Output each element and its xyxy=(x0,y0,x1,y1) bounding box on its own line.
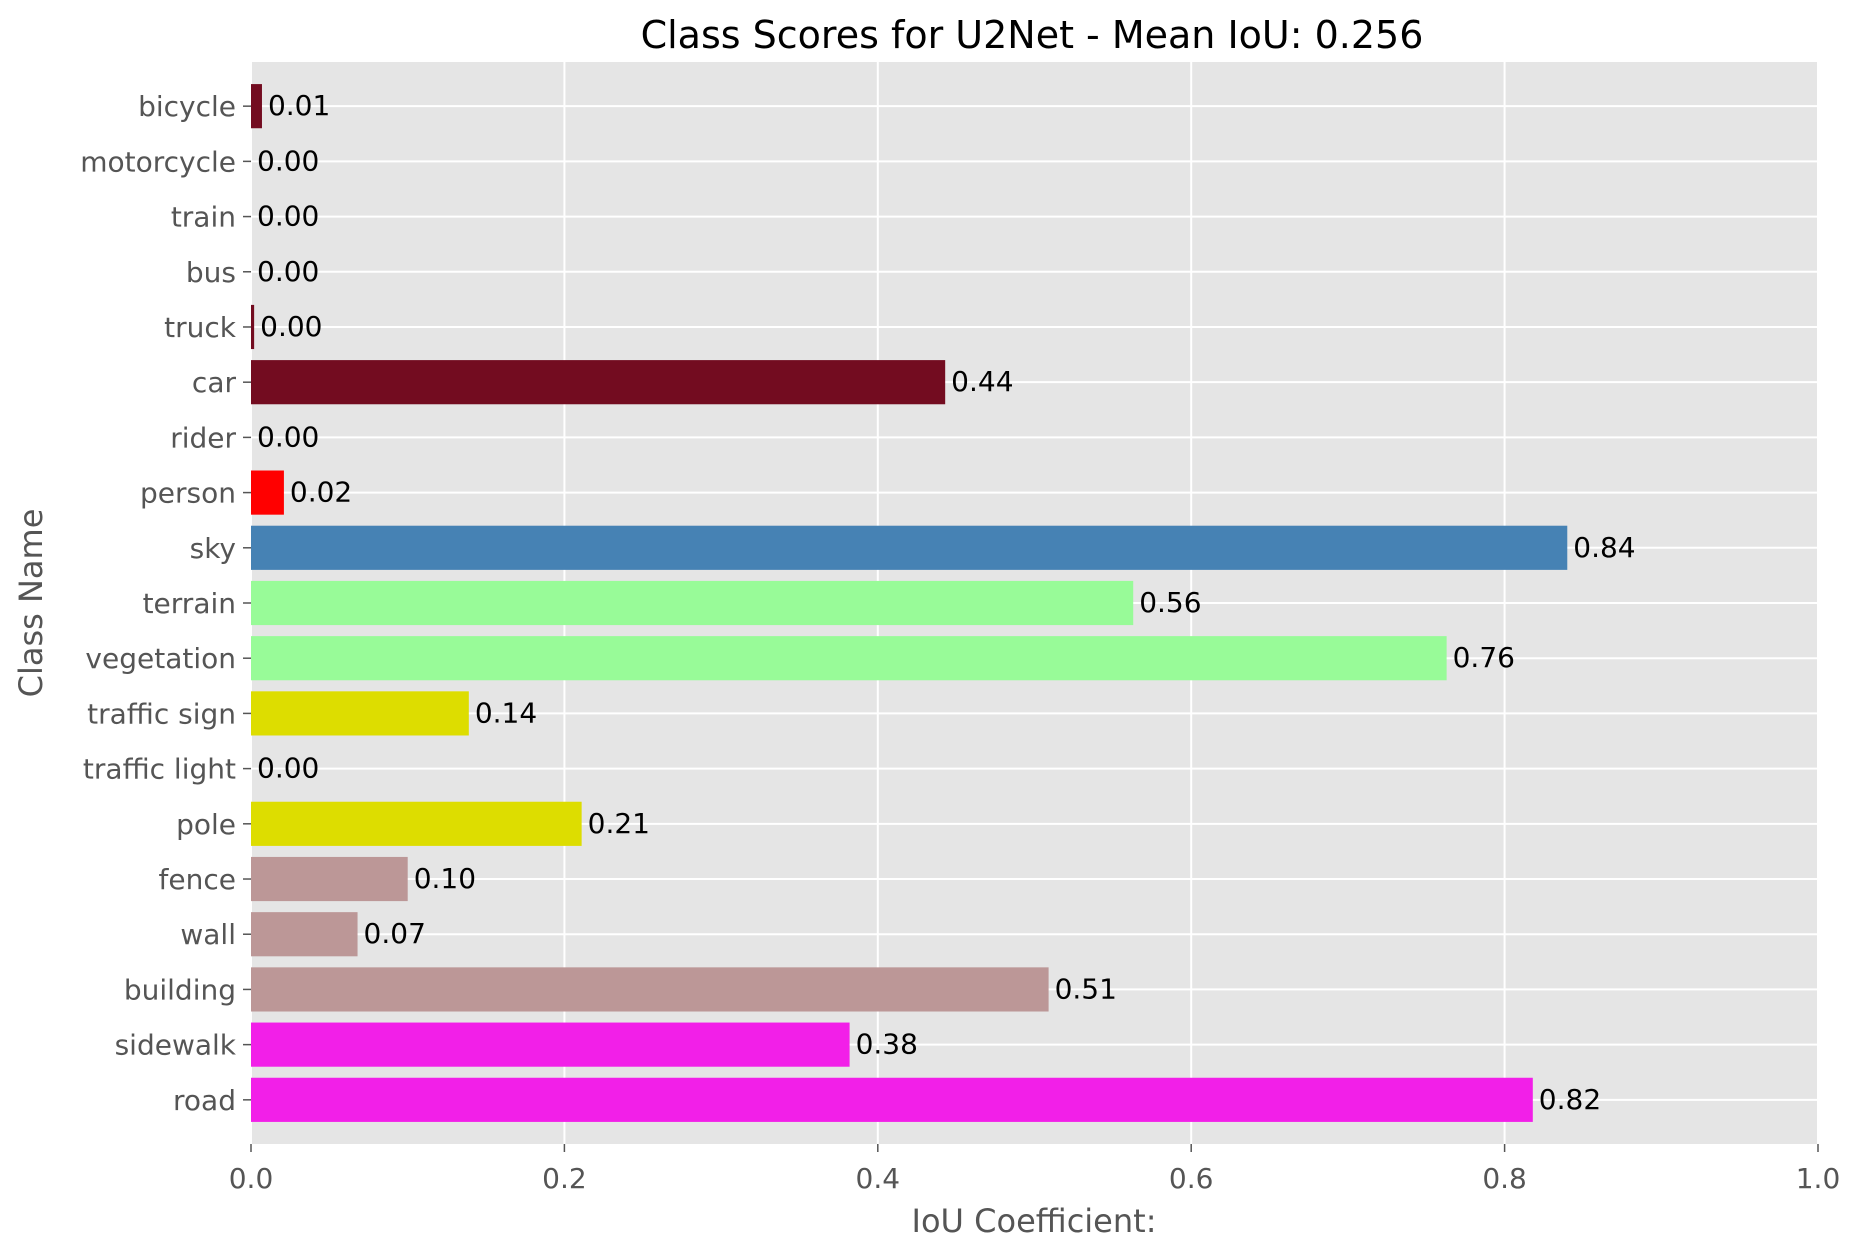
bar-value-label: 0.00 xyxy=(260,310,322,343)
bar-value-label: 0.00 xyxy=(257,200,319,233)
y-tick-label: person xyxy=(140,477,236,510)
bar-sky xyxy=(251,525,1568,570)
bar-value-label: 0.21 xyxy=(588,807,650,840)
bar-car xyxy=(251,360,946,405)
y-tick-label: bus xyxy=(186,256,236,289)
bar-traffic-sign xyxy=(251,691,469,736)
x-tick-label: 1.0 xyxy=(1796,1162,1841,1195)
y-tick-label: sky xyxy=(190,532,236,565)
y-tick-label: traffic light xyxy=(83,753,236,786)
y-axis-label: Class Name xyxy=(12,509,50,698)
bar-terrain xyxy=(251,580,1134,626)
bar-vegetation xyxy=(251,636,1447,681)
bar-fence xyxy=(251,856,408,902)
y-tick-label: car xyxy=(192,366,237,399)
y-tick-label: truck xyxy=(164,311,237,344)
bar-sidewalk xyxy=(251,1022,850,1067)
x-axis-tick-labels: 0.0 0.2 0.4 0.6 0.8 1.0 xyxy=(229,1162,1841,1195)
y-tick-label: rider xyxy=(170,421,236,454)
bar-truck xyxy=(251,304,255,350)
bar-bicycle xyxy=(251,84,262,129)
bar-pole xyxy=(251,801,582,846)
bar-value-label: 0.84 xyxy=(1573,531,1635,564)
y-tick-label: bicycle xyxy=(138,90,236,123)
bar-value-label: 0.82 xyxy=(1539,1083,1601,1116)
bar-wall xyxy=(251,912,358,957)
chart-title: Class Scores for U2Net - Mean IoU: 0.256 xyxy=(641,13,1424,57)
x-tick-label: 0.8 xyxy=(1482,1162,1527,1195)
x-tick-label: 0.6 xyxy=(1169,1162,1214,1195)
bar-value-label: 0.00 xyxy=(257,752,319,785)
bar-value-label: 0.10 xyxy=(414,862,476,895)
bar-value-label: 0.51 xyxy=(1055,972,1117,1005)
y-tick-label: fence xyxy=(159,863,236,896)
bar-value-label: 0.00 xyxy=(257,255,319,288)
x-axis-label: IoU Coefficient: xyxy=(912,1202,1157,1240)
bar-value-label: 0.02 xyxy=(290,476,352,509)
bars xyxy=(251,84,1568,1122)
bar-value-label: 0.14 xyxy=(475,696,537,729)
bar-value-label: 0.00 xyxy=(257,144,319,177)
x-tick-label: 0.2 xyxy=(542,1162,587,1195)
y-tick-label: terrain xyxy=(143,587,236,620)
x-tick-label: 0.4 xyxy=(856,1162,901,1195)
bar-value-label: 0.44 xyxy=(951,365,1013,398)
bar-value-label: 0.38 xyxy=(856,1028,918,1061)
y-tick-label: vegetation xyxy=(85,642,236,675)
bar-value-label: 0.07 xyxy=(364,917,426,950)
bar-person xyxy=(251,470,284,515)
y-tick-label: pole xyxy=(176,808,236,841)
y-tick-label: building xyxy=(124,973,236,1006)
y-tick-label: wall xyxy=(180,918,236,951)
bar-value-label: 0.00 xyxy=(257,420,319,453)
bar-value-label: 0.56 xyxy=(1139,586,1201,619)
y-tick-label: traffic sign xyxy=(87,697,236,730)
y-tick-label: motorcycle xyxy=(80,145,236,178)
bar-value-label: 0.01 xyxy=(268,89,330,122)
bar-value-label: 0.76 xyxy=(1453,641,1515,674)
y-tick-label: road xyxy=(173,1084,236,1117)
y-axis-tick-labels: road sidewalk building wall fence pole traffic… xyxy=(80,90,237,1117)
x-tick-label: 0.0 xyxy=(229,1162,274,1195)
y-tick-label: sidewalk xyxy=(115,1029,237,1062)
bar-road xyxy=(251,1077,1533,1122)
bar-building xyxy=(251,967,1049,1012)
bar-value-labels: 0.82 0.38 0.51 0.07 0.10 0.21 0.00 0.14 0.76 0.56… xyxy=(257,89,1636,1116)
y-tick-label: train xyxy=(171,201,236,234)
